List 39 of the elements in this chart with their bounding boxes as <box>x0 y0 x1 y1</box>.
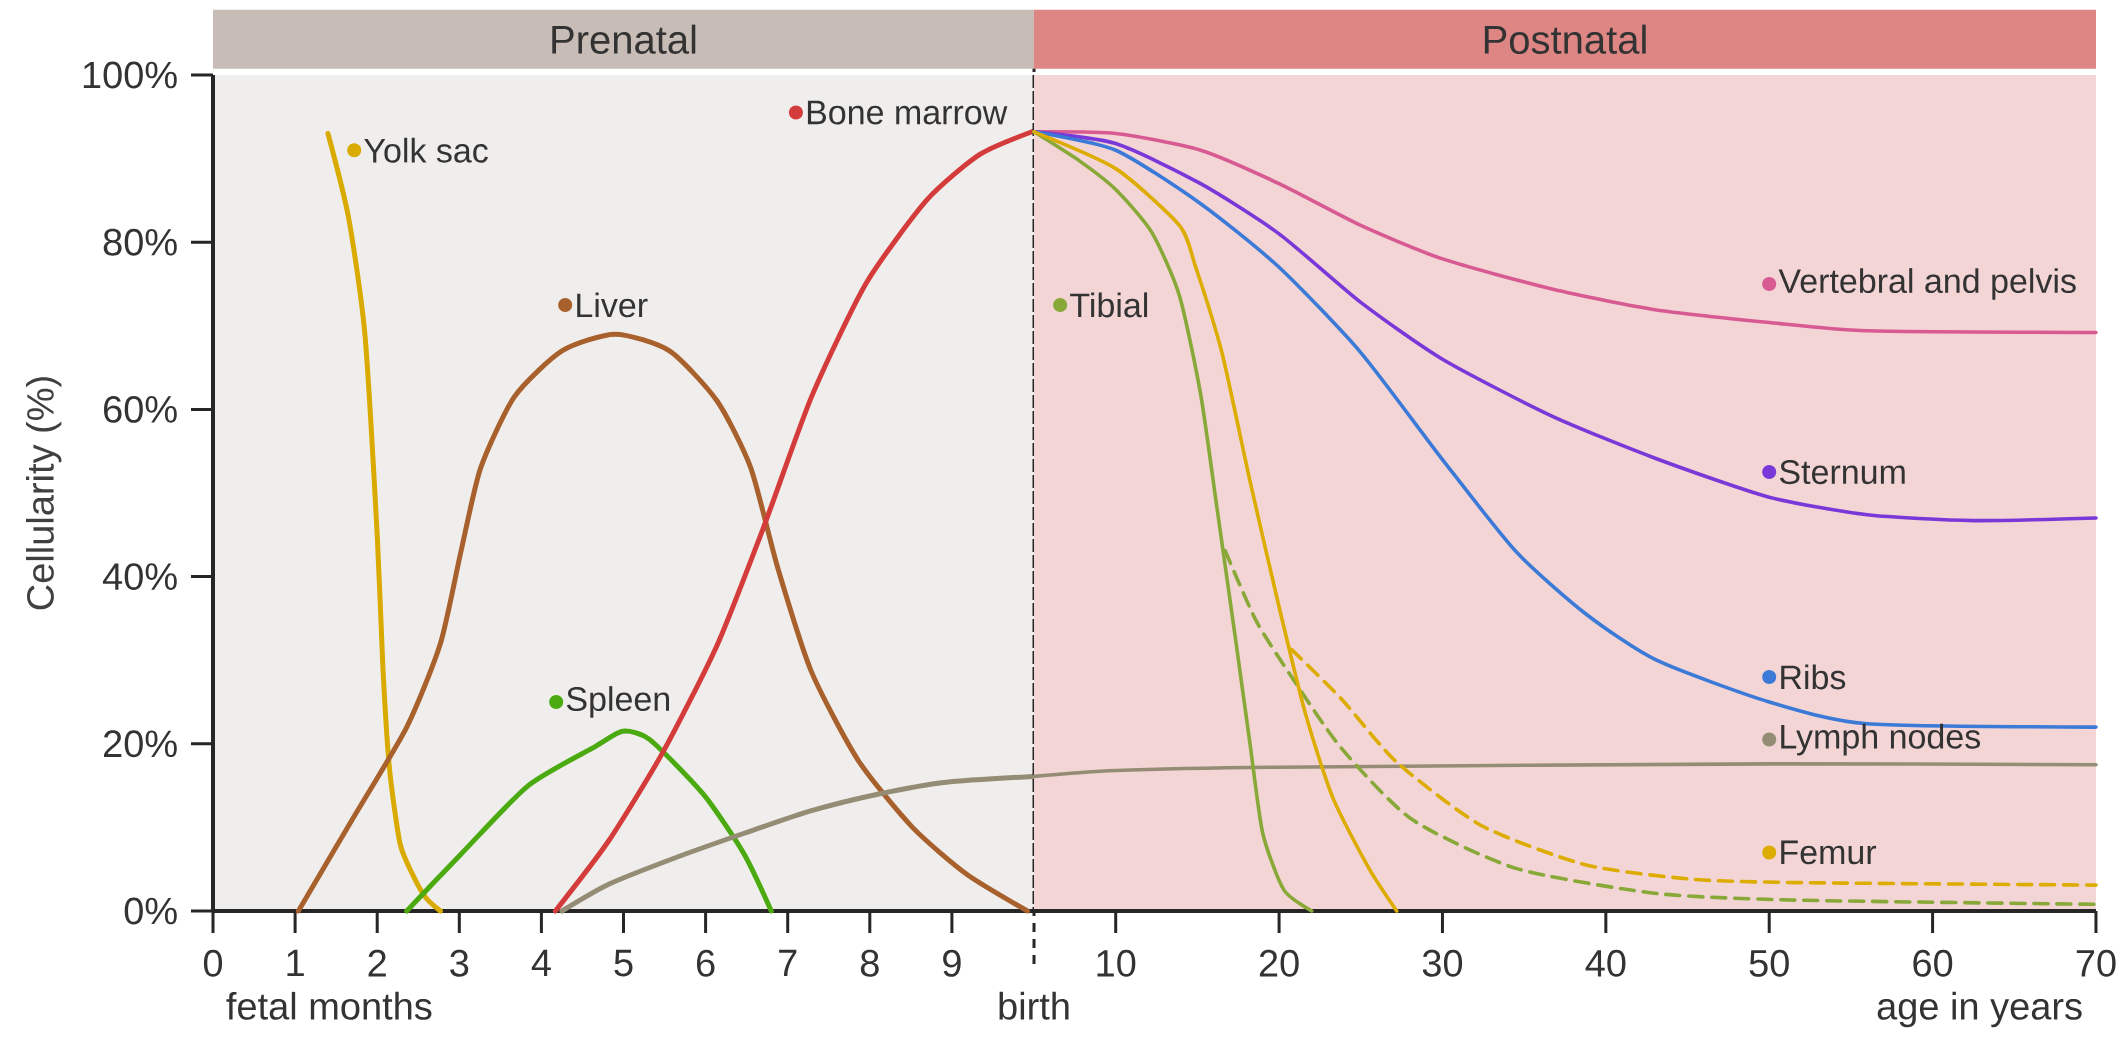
legend-label: Vertebral and pelvis <box>1778 268 2076 300</box>
x-tick-label: 5 <box>614 949 633 977</box>
legend-label: Yolk sac <box>364 137 488 163</box>
x-tick-label: 30 <box>1422 949 1463 977</box>
y-tick-label: 20% <box>103 730 177 758</box>
x-tick-label: 0 <box>203 949 223 977</box>
x-tick-label: 1 <box>287 949 304 977</box>
y-tick-label: 100% <box>83 61 177 89</box>
x-tick-label: 6 <box>696 949 715 977</box>
ref-line-label: birth <box>999 991 1069 1020</box>
x-tick-label: 3 <box>450 949 469 977</box>
x-axis-title: fetal months <box>226 991 432 1020</box>
legend-label: Spleen <box>566 686 670 718</box>
x-tick-label: 8 <box>860 949 879 977</box>
y-axis-title: Cellularity (%) <box>25 377 62 610</box>
legend-label: Liver <box>577 292 648 318</box>
x-tick-label: 60 <box>1913 949 1953 977</box>
x-tick-label: 9 <box>943 949 961 977</box>
y-tick-label: 0% <box>124 897 177 925</box>
legend-label: Bone marrow <box>807 100 1008 125</box>
x-tick-label: 40 <box>1585 949 1626 977</box>
y-tick-label: 80% <box>103 228 177 256</box>
chart-title: Postnatal <box>1484 24 1646 54</box>
legend-label: Sternum <box>1779 460 1905 485</box>
x-tick-label: 50 <box>1749 949 1789 977</box>
y-tick-label: 40% <box>102 563 177 591</box>
x-tick-label: 70 <box>2076 949 2116 977</box>
legend-label: Ribs <box>1781 664 1846 690</box>
y-tick-label: 60% <box>104 395 177 423</box>
legend-label: Femur <box>1781 840 1877 865</box>
chart-title: Prenatal <box>552 24 696 54</box>
x-tick-label: 20 <box>1259 949 1299 977</box>
x-tick-label: 7 <box>779 949 797 977</box>
x-tick-label: 2 <box>368 949 386 977</box>
x-tick-label: 10 <box>1097 949 1136 977</box>
x-tick-label: 4 <box>531 949 551 977</box>
legend-label: Lymph nodes <box>1781 723 1980 756</box>
legend-label: Tibial <box>1070 292 1148 318</box>
x-axis-title: age in years <box>1877 991 2082 1028</box>
